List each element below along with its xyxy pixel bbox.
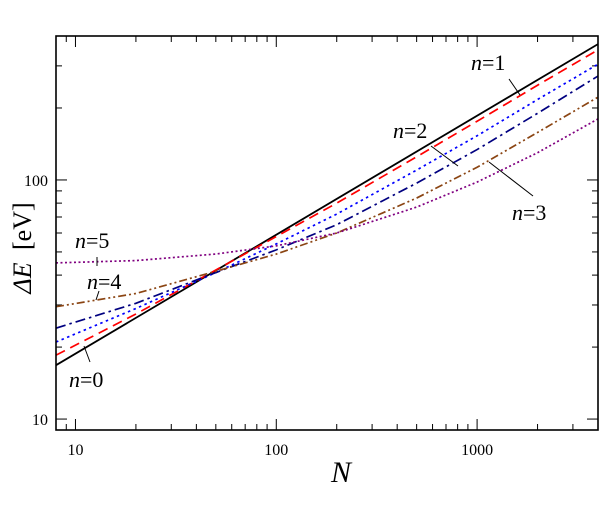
label-leader-line <box>488 161 534 197</box>
curve-label-value: =4 <box>98 269 121 294</box>
curve-label: n=1 <box>471 50 505 75</box>
curve-label-symbol: n <box>512 200 523 225</box>
y-tick-label: 10 <box>32 412 48 429</box>
curve-label-value: =0 <box>80 367 103 392</box>
tick-labels: 10 100 1000 10 100 <box>24 173 493 459</box>
curve-label: n=4 <box>87 269 121 294</box>
curve-label: n=3 <box>512 200 546 225</box>
label-leader-line <box>95 290 100 301</box>
series-n-2-line <box>56 63 598 343</box>
label-leader-line <box>508 78 521 96</box>
plot-area <box>55 35 599 431</box>
x-tick-label: 1000 <box>461 442 493 459</box>
x-tick-label: 10 <box>67 442 83 459</box>
series-n-5-line <box>56 118 598 264</box>
series-n-0-line <box>56 43 598 366</box>
y-axis-title: ΔE [eV] <box>8 202 37 294</box>
y-tick-label: 100 <box>24 173 48 190</box>
axis-ticks <box>55 35 599 431</box>
curve-label-symbol: n <box>471 50 482 75</box>
curve-label-value: =3 <box>523 200 546 225</box>
label-leader-line <box>430 145 459 167</box>
x-axis-title: N <box>330 456 353 489</box>
x-tick-label: 100 <box>264 442 288 459</box>
curve-label-value: =2 <box>404 118 427 143</box>
y-axis-unit: [eV] <box>8 202 37 250</box>
curve-label-value: =1 <box>482 50 505 75</box>
curve-labels: n=1n=2n=3n=5n=4n=0 <box>69 50 546 392</box>
curve-label: n=0 <box>69 367 103 392</box>
curve-label: n=2 <box>393 118 427 143</box>
curve-label-symbol: n <box>69 367 80 392</box>
series-n-4-line <box>56 96 598 308</box>
series-n-3-line <box>56 75 598 329</box>
annotation-leaders <box>83 78 534 363</box>
y-axis-symbol: ΔE <box>8 262 37 294</box>
label-leader-line <box>83 345 91 363</box>
curve-label-symbol: n <box>87 269 98 294</box>
curve-label-symbol: n <box>393 118 404 143</box>
curve-label: n=5 <box>75 228 109 253</box>
plot-frame <box>55 35 599 431</box>
curve-label-value: =5 <box>86 228 109 253</box>
series-lines <box>56 43 598 366</box>
series-n-1-line <box>56 49 598 356</box>
curve-label-symbol: n <box>75 228 86 253</box>
